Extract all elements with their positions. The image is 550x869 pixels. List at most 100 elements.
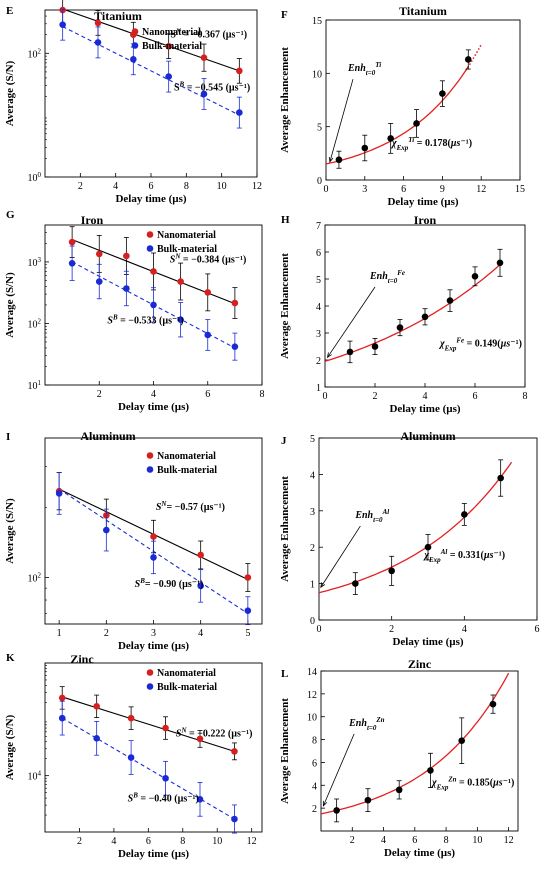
y-axis-label: Average Enhancement bbox=[279, 253, 291, 359]
chart-title: Zinc bbox=[408, 657, 432, 671]
data-point-enhancement bbox=[464, 56, 472, 63]
exponential-fit-curve bbox=[324, 261, 503, 362]
x-tick-label: 8 bbox=[523, 391, 528, 402]
x-tick-label: 2 bbox=[373, 391, 378, 402]
legend-label-bulk: Bulk-material bbox=[157, 682, 217, 693]
data-point-bulk bbox=[177, 316, 184, 324]
plot-frame bbox=[44, 662, 263, 833]
y-tick-label: 10 bbox=[312, 69, 322, 80]
fit-line-nanomaterial bbox=[62, 8, 240, 72]
callout-arrow-head bbox=[320, 582, 326, 589]
data-point-enhancement bbox=[413, 120, 420, 127]
y-tick-label: 4 bbox=[310, 470, 315, 481]
callout-arrow-head bbox=[322, 800, 328, 807]
x-tick-label: 12 bbox=[247, 836, 257, 847]
panel-label: E bbox=[6, 5, 13, 17]
y-axis-label: Average (S/N) bbox=[4, 272, 16, 338]
enhancement-callout: Enht=0Ti bbox=[347, 61, 381, 77]
slope-annotation: χExpFe = 0.149(µs⁻¹) bbox=[438, 337, 522, 353]
chart-panel-E: E Titanium 2 4 6 8 10 12 100 102 Delay time (µs) Av… bbox=[4, 0, 262, 205]
legend-marker-bulk bbox=[146, 245, 154, 252]
x-axis-label: Delay time (µs) bbox=[389, 403, 460, 415]
legend-marker-nanomaterial bbox=[146, 452, 154, 459]
enhancement-callout: Enht=0Al bbox=[354, 508, 389, 524]
y-axis-label: Average Enhancement bbox=[279, 47, 291, 153]
y-tick-label: 103 bbox=[28, 256, 42, 269]
data-point-nanomaterial bbox=[196, 735, 204, 743]
data-point-bulk bbox=[55, 490, 63, 497]
data-point-bulk bbox=[231, 815, 238, 823]
callout-arrow-line bbox=[322, 733, 355, 807]
data-point-bulk bbox=[130, 55, 137, 63]
y-tick-label: 8 bbox=[312, 736, 317, 747]
data-point-enhancement bbox=[396, 324, 404, 331]
x-tick-label: 4 bbox=[198, 628, 203, 639]
chart-panel-L: L Zinc 2 4 6 8 10 12 2 4 6 8 10 12 14 Delay time (µs) Av… bbox=[279, 657, 519, 859]
data-point-bulk bbox=[59, 21, 66, 28]
y-axis-label: Average (S/N) bbox=[4, 498, 16, 564]
data-point-enhancement bbox=[446, 297, 454, 304]
x-tick-label: 15 bbox=[515, 184, 525, 195]
data-point-nanomaterial bbox=[150, 268, 157, 275]
chart-title: Aluminum bbox=[400, 429, 455, 443]
data-point-enhancement bbox=[496, 259, 504, 267]
x-tick-label: 10 bbox=[472, 835, 482, 846]
y-tick-label: 102 bbox=[28, 317, 42, 330]
x-tick-label: 4 bbox=[462, 624, 467, 635]
x-tick-label: 0 bbox=[323, 391, 328, 402]
data-point-enhancement bbox=[458, 737, 466, 745]
legend-label-nanomaterial: Nanomaterial bbox=[142, 27, 201, 38]
data-point-bulk bbox=[127, 754, 135, 761]
fit-line-bulk bbox=[61, 717, 235, 820]
data-point-nanomaterial bbox=[95, 250, 103, 258]
slope-annotation: SN = −0.222 (µs⁻¹) bbox=[176, 726, 253, 739]
x-tick-label: 6 bbox=[473, 391, 478, 402]
x-tick-label: 6 bbox=[149, 181, 154, 192]
y-tick-label: 14 bbox=[307, 667, 317, 678]
callout-arrow-line bbox=[327, 286, 376, 358]
data-point-nanomaterial bbox=[127, 714, 135, 722]
x-tick-label: 10 bbox=[212, 836, 222, 847]
x-axis-label: Delay time (µs) bbox=[115, 193, 186, 205]
data-point-nanomaterial bbox=[94, 19, 102, 27]
chart-panel-G: G Iron 2 4 6 8 101 102 103 Delay time (µs) Average… bbox=[4, 209, 265, 413]
data-point-nanomaterial bbox=[197, 551, 204, 559]
x-tick-label: 2 bbox=[350, 835, 355, 846]
chart-title: Zinc bbox=[70, 652, 94, 666]
data-point-bulk bbox=[197, 582, 204, 590]
panel-label: L bbox=[281, 668, 288, 680]
x-axis-label: Delay time (µs) bbox=[118, 401, 189, 413]
legend-label-nanomaterial: Nanomaterial bbox=[157, 230, 216, 241]
data-point-nanomaterial bbox=[244, 574, 252, 581]
y-tick-label: 100 bbox=[28, 171, 42, 184]
data-point-enhancement bbox=[497, 474, 504, 482]
y-tick-label: 0 bbox=[310, 616, 315, 627]
data-point-bulk bbox=[123, 285, 130, 292]
data-point-enhancement bbox=[346, 348, 354, 356]
x-tick-label: 6 bbox=[535, 624, 540, 635]
callout-arrow-head bbox=[328, 156, 334, 163]
data-point-enhancement bbox=[352, 580, 359, 587]
chart-panel-F: F Titanium 0 3 6 9 12 15 0 5 10 15 Delay time (µs) Av… bbox=[279, 4, 525, 208]
enhancement-callout: Enht=0Fe bbox=[369, 269, 405, 285]
x-tick-label: 10 bbox=[217, 181, 227, 192]
chart-title: Aluminum bbox=[80, 429, 135, 443]
legend-marker-bulk bbox=[131, 42, 139, 49]
x-tick-label: 5 bbox=[245, 628, 250, 639]
x-axis-label: Delay time (µs) bbox=[118, 640, 189, 652]
x-tick-label: 6 bbox=[146, 836, 151, 847]
panel-label: I bbox=[6, 431, 10, 443]
data-point-nanomaterial bbox=[150, 533, 157, 540]
y-tick-label: 2 bbox=[310, 543, 315, 554]
chart-panel-H: H Iron 0 2 4 6 8 1 2 3 4 5 6 7 Delay time (µs) Average … bbox=[279, 213, 528, 415]
slope-annotation: SB = −0.533 (µs⁻¹) bbox=[107, 313, 183, 326]
y-tick-label: 15 bbox=[312, 16, 322, 27]
legend-marker-bulk bbox=[146, 466, 154, 473]
y-tick-label: 10 bbox=[307, 713, 317, 724]
y-tick-label: 1 bbox=[316, 383, 321, 394]
panel-label: K bbox=[6, 652, 15, 664]
data-point-bulk bbox=[150, 301, 157, 309]
y-tick-label: 1 bbox=[310, 580, 315, 591]
x-tick-label: 4 bbox=[151, 389, 156, 400]
data-point-nanomaterial bbox=[68, 238, 76, 246]
